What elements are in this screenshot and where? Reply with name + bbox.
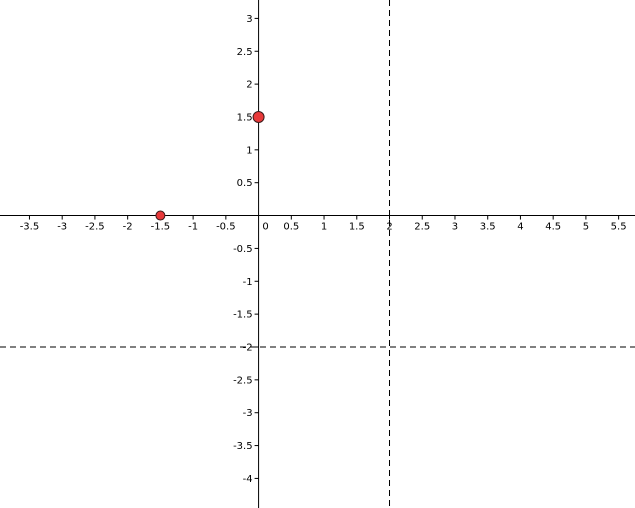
x-tick-label: -3 <box>57 222 67 233</box>
x-tick-label: 4 <box>517 222 523 233</box>
x-tick-label: 2 <box>386 222 392 233</box>
y-tick-label: -2.5 <box>233 375 253 386</box>
y-tick-label: -0.5 <box>233 244 253 255</box>
x-tick-label: 4.5 <box>545 222 561 233</box>
y-tick-label: 3 <box>246 14 252 25</box>
x-tick-label: -3.5 <box>20 222 40 233</box>
tick-labels-layer: -3.5 -3 -2.5 -2 -1.5 -1 -0.5 0 0.5 1 1.5 2 2.5 3 3.5 4 4… <box>20 14 627 485</box>
y-tick-label: -4 <box>243 474 253 485</box>
y-tick-label: -1 <box>243 277 253 288</box>
y-tick-label: -1.5 <box>233 310 253 321</box>
y-tick-label: -3 <box>243 408 253 419</box>
x-tick-label: -2.5 <box>85 222 105 233</box>
x-tick-label: 1 <box>321 222 327 233</box>
x-tick-label: -2 <box>123 222 133 233</box>
ticks-layer <box>29 18 618 478</box>
x-tick-label: 0 <box>262 222 268 233</box>
y-tick-label: -3.5 <box>233 441 253 452</box>
y-intercept-point[interactable] <box>253 111 264 122</box>
y-tick-label: 2.5 <box>237 47 253 58</box>
x-intercept-point[interactable] <box>156 211 165 220</box>
y-tick-label: 2 <box>246 80 252 91</box>
x-tick-label: 3.5 <box>480 222 496 233</box>
x-tick-label: -0.5 <box>216 222 236 233</box>
x-tick-label: 1.5 <box>349 222 365 233</box>
x-tick-label: -1.5 <box>151 222 171 233</box>
y-tick-label: 1.5 <box>237 112 253 123</box>
x-tick-label: 5 <box>583 222 589 233</box>
points-layer[interactable] <box>156 111 264 220</box>
y-tick-label: 0.5 <box>237 178 253 189</box>
x-tick-label: 2.5 <box>414 222 430 233</box>
y-tick-label: -2 <box>243 342 253 353</box>
y-tick-label: 1 <box>246 145 252 156</box>
x-tick-label: -1 <box>188 222 198 233</box>
x-tick-label: 5.5 <box>611 222 627 233</box>
x-tick-label: 3 <box>452 222 458 233</box>
x-tick-label: 0.5 <box>283 222 299 233</box>
